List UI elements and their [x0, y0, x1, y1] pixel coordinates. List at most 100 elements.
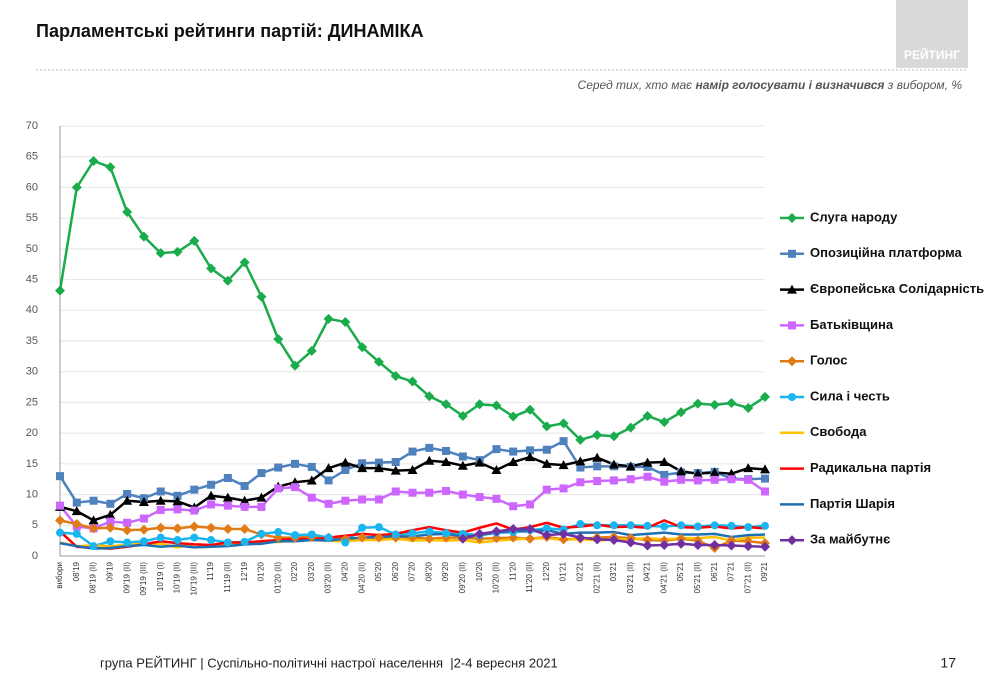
marker: [358, 495, 367, 504]
marker: [290, 360, 300, 371]
x-tick-label: 03'20: [307, 561, 316, 581]
marker: [72, 529, 81, 538]
marker: [106, 517, 115, 526]
x-tick-label: 10'20 (ІІ): [492, 562, 501, 594]
marker: [787, 284, 797, 294]
x-tick-label: 02'21 (ІІ): [592, 562, 601, 594]
marker: [155, 522, 166, 533]
marker: [525, 533, 535, 544]
marker: [727, 475, 736, 484]
y-tick-label: 15: [26, 458, 38, 470]
marker: [71, 182, 82, 193]
legend-label: Свобода: [810, 424, 867, 439]
marker: [509, 502, 518, 511]
logo-box: [896, 0, 968, 68]
legend-label: Європейська Солідарність: [810, 281, 984, 296]
marker: [373, 463, 384, 473]
marker: [88, 515, 99, 525]
marker: [743, 463, 754, 473]
title: Парламентські рейтинги партій: ДИНАМІКА: [36, 21, 423, 41]
x-tick-label: 10'19 (І): [156, 562, 165, 591]
marker: [71, 506, 82, 516]
marker: [526, 500, 534, 509]
x-tick-label: 11'19 (ІІ): [223, 562, 232, 593]
marker: [474, 457, 485, 467]
x-tick-label: 07'21 (ІІ): [743, 562, 752, 594]
marker: [625, 537, 636, 548]
marker: [592, 534, 603, 545]
marker: [676, 466, 687, 476]
marker: [709, 399, 720, 410]
marker: [222, 275, 233, 286]
x-tick-label: 11'19: [206, 561, 215, 580]
marker: [576, 463, 585, 472]
x-tick-label: 03'20 (ІІ): [324, 562, 333, 594]
x-tick-label: 12'19: [240, 561, 249, 581]
marker: [307, 530, 316, 539]
marker: [123, 538, 132, 547]
marker: [190, 506, 199, 515]
marker: [692, 539, 703, 550]
marker: [457, 410, 468, 421]
x-tick-label: 05'21 (ІІ): [693, 562, 702, 594]
marker: [257, 502, 266, 511]
marker: [626, 521, 635, 530]
marker: [625, 422, 636, 433]
marker: [542, 445, 551, 454]
marker: [306, 475, 317, 485]
marker: [693, 476, 702, 485]
marker: [56, 472, 64, 481]
marker: [508, 457, 519, 467]
marker: [391, 530, 400, 539]
marker: [693, 522, 702, 531]
marker: [592, 429, 603, 440]
marker: [726, 398, 737, 409]
marker: [407, 465, 418, 474]
marker: [390, 465, 401, 475]
x-tick-label: 03'21 (ІІ): [626, 562, 635, 594]
marker: [256, 291, 267, 302]
x-tick-label: 10'19 (ІІ): [173, 562, 182, 594]
marker: [190, 485, 199, 494]
marker: [492, 445, 501, 454]
marker: [474, 528, 485, 539]
x-tick-label: 02'21: [575, 561, 584, 581]
y-tick-label: 65: [26, 151, 38, 163]
marker: [274, 528, 283, 537]
marker: [358, 523, 367, 532]
marker: [609, 521, 618, 530]
marker: [340, 316, 351, 327]
marker: [256, 492, 267, 502]
marker: [357, 532, 368, 543]
marker: [788, 249, 796, 258]
marker: [206, 490, 217, 500]
marker: [88, 523, 99, 534]
marker: [491, 465, 502, 474]
marker: [206, 522, 217, 533]
marker: [425, 443, 434, 452]
y-tick-label: 70: [26, 120, 38, 132]
marker: [122, 525, 133, 536]
marker: [273, 334, 284, 345]
legend-label: Партія Шарія: [810, 496, 895, 511]
marker: [239, 523, 250, 534]
marker: [424, 391, 435, 402]
marker: [172, 246, 183, 257]
marker: [787, 535, 797, 546]
marker: [541, 421, 552, 432]
y-tick-label: 25: [26, 396, 38, 408]
legend-label: Опозиційна платформа: [810, 245, 963, 260]
subtitle-part: Серед тих, хто має: [578, 78, 696, 92]
y-tick-label: 5: [32, 519, 38, 531]
marker: [257, 469, 266, 478]
y-tick-label: 45: [26, 273, 38, 285]
marker: [492, 494, 501, 503]
marker: [608, 431, 619, 442]
marker: [138, 231, 149, 242]
marker: [760, 541, 770, 552]
marker: [341, 466, 350, 474]
marker: [122, 495, 133, 505]
marker: [660, 477, 669, 486]
marker: [442, 486, 451, 495]
